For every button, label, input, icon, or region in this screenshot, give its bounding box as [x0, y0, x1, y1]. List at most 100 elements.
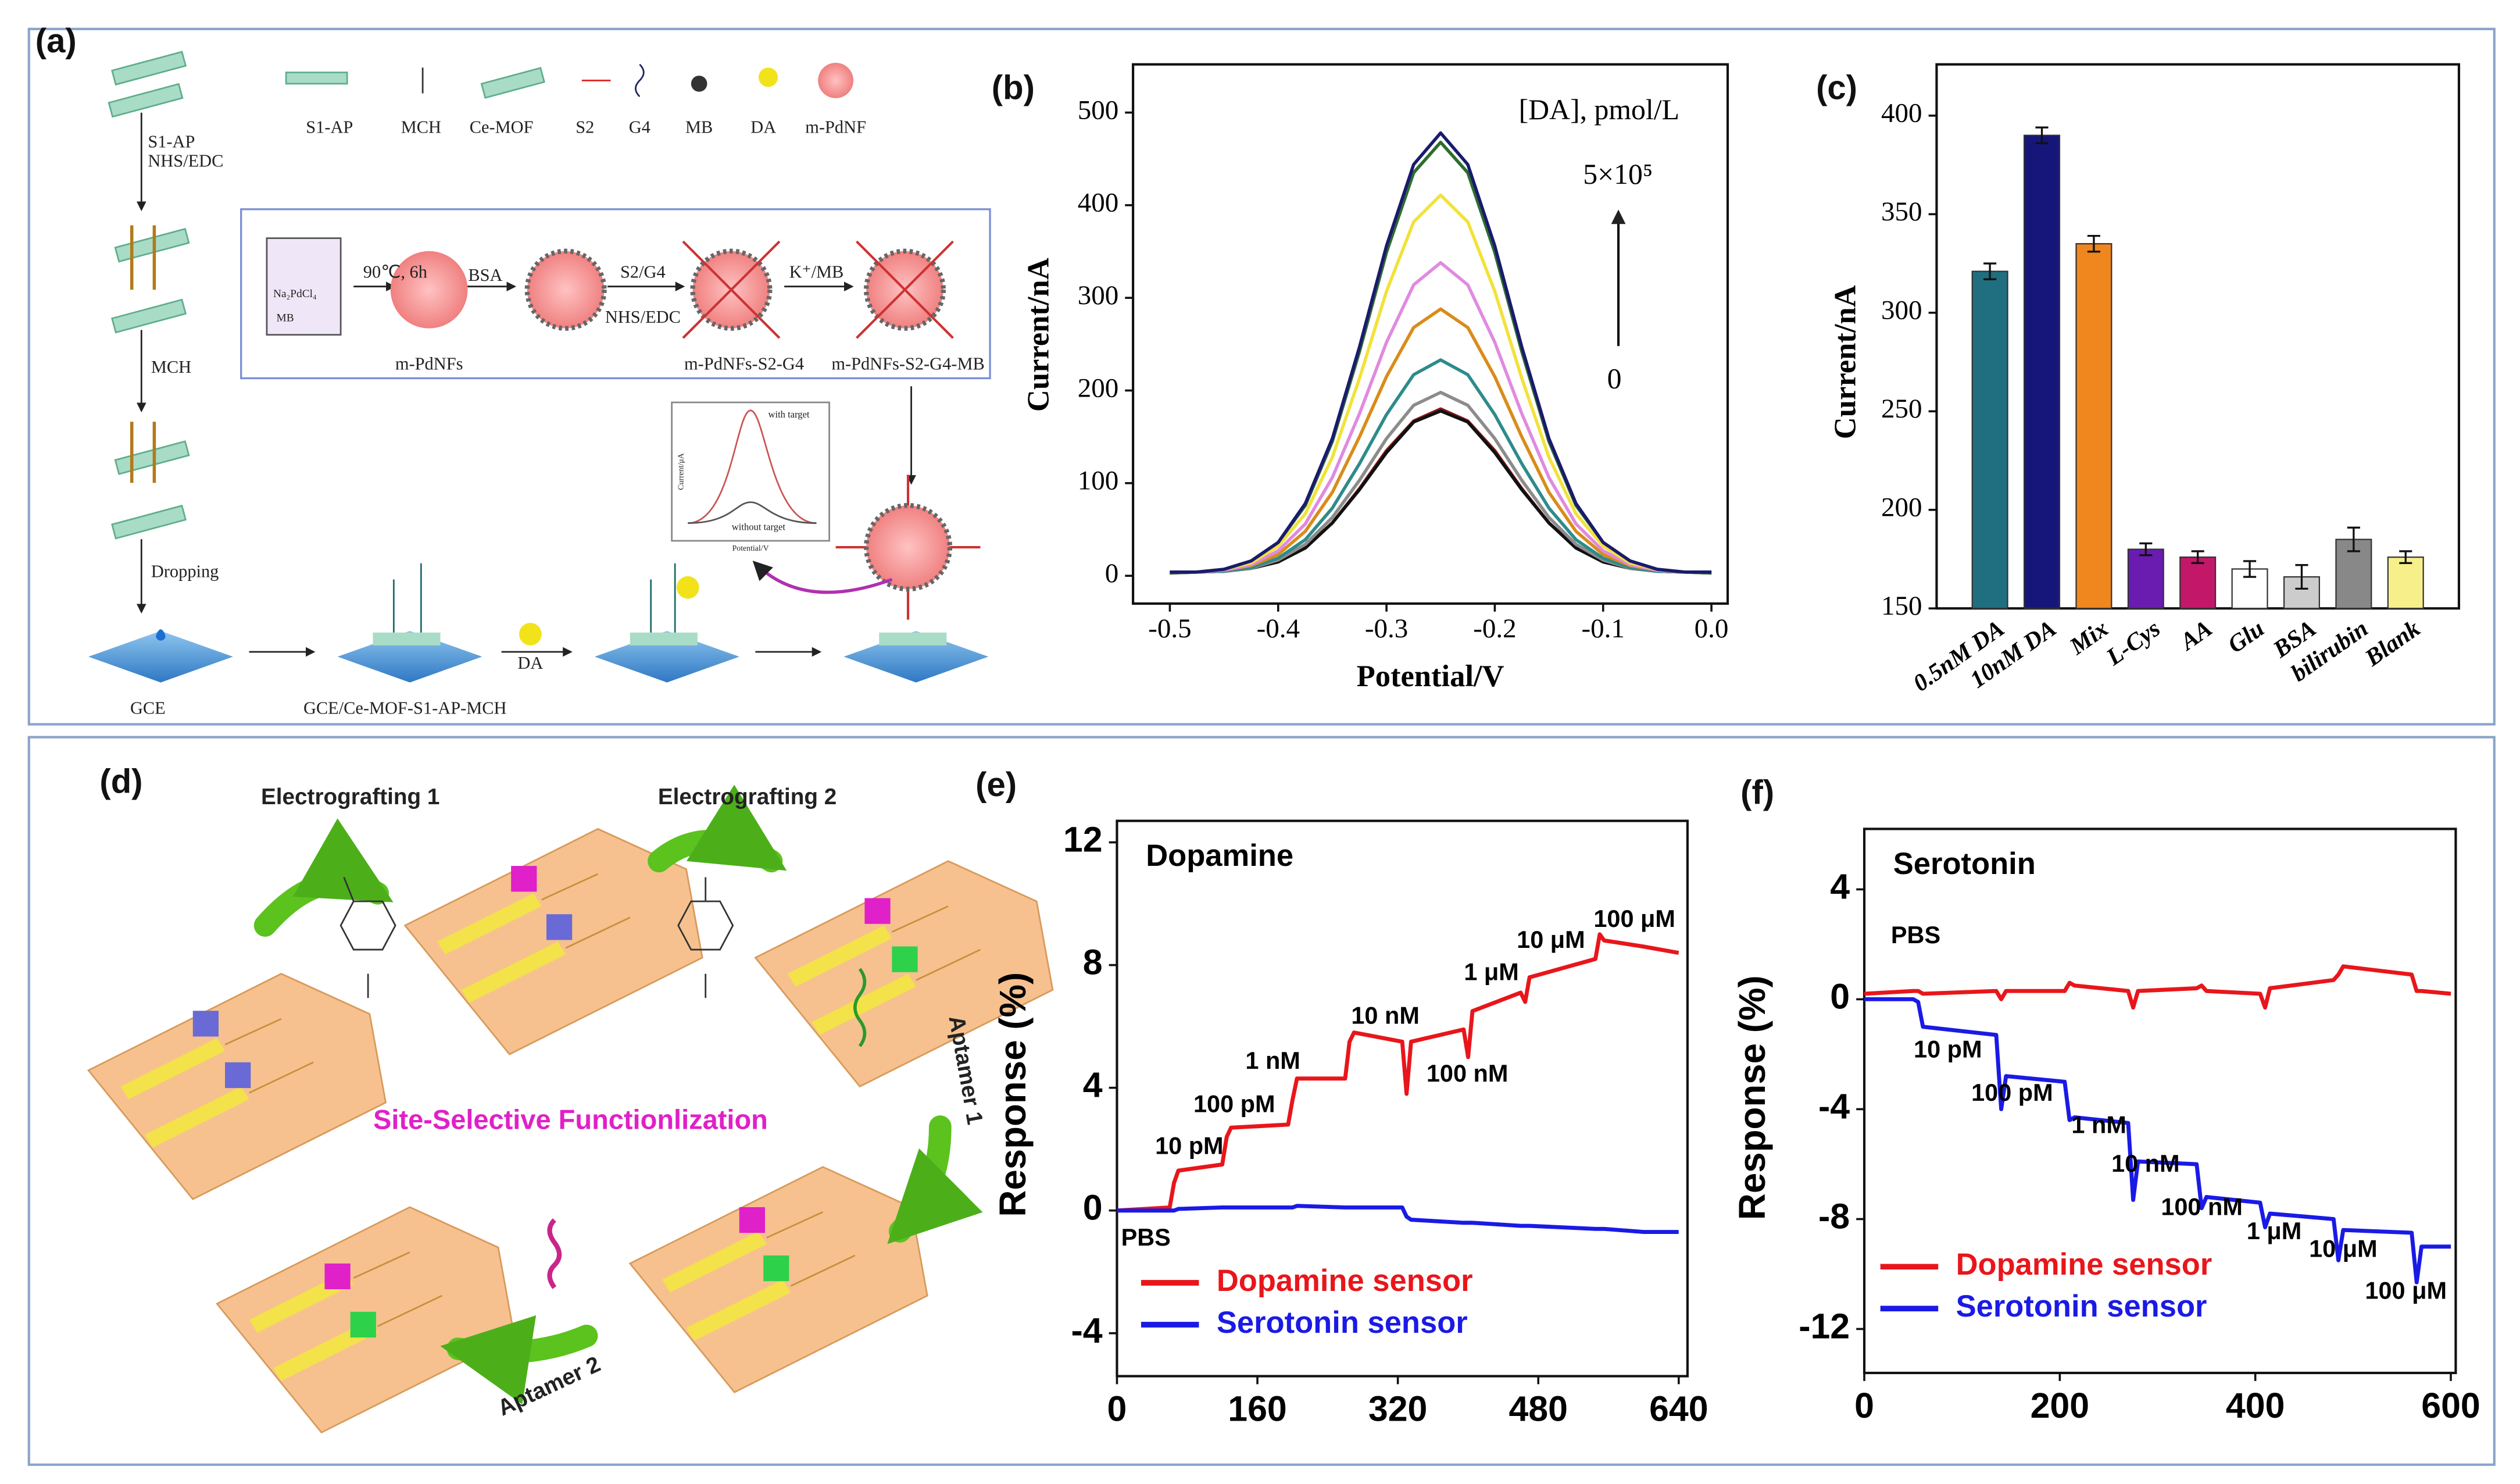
y-tick-label: -4 [1071, 1311, 1102, 1350]
step-label: DA [517, 653, 543, 673]
y-tick-label: 4 [1830, 866, 1850, 906]
x-tick-label: 640 [1649, 1389, 1708, 1429]
y-tick-label: 100 [1078, 466, 1118, 496]
x-tick-label: -0.3 [1365, 613, 1408, 644]
bar [2075, 243, 2112, 609]
y-tick-label: 150 [1881, 591, 1922, 621]
y-tick-label: -4 [1818, 1086, 1850, 1126]
legend-label: S2 [576, 117, 594, 137]
panel-frame [27, 736, 2496, 1466]
bar [1971, 270, 2008, 609]
x-tick-label: Blank [2360, 615, 2425, 672]
annotation: 0 [1607, 362, 1622, 394]
y-tick-label: 4 [1083, 1065, 1103, 1105]
x-tick-label: AA [2174, 615, 2217, 656]
legend-label: MCH [401, 117, 441, 137]
step-label: NHS/EDC [605, 307, 681, 327]
data-line [1864, 997, 2451, 1285]
data-line [1170, 391, 1712, 575]
data-line [1117, 932, 1679, 1213]
beaker-label: Na₂PdCl₄ [273, 288, 317, 300]
plot-frame [1935, 63, 2461, 610]
x-tick-label: 0 [1107, 1389, 1127, 1429]
data-line [1170, 131, 1712, 574]
plot-frame [1863, 827, 2457, 1375]
panel-label: (b) [992, 69, 1035, 106]
inset-label: Current/μA [676, 453, 685, 490]
bar [2127, 548, 2164, 609]
step-label: Dropping [151, 561, 219, 581]
step-label: S1-AP [148, 131, 195, 151]
x-tick-label: 0 [1854, 1386, 1874, 1425]
inset-label: with target [768, 409, 810, 420]
x-tick-label: 600 [2421, 1386, 2480, 1425]
data-line [1170, 407, 1712, 575]
annotation: 10 μM [1517, 926, 1585, 953]
legend-label: MB [685, 117, 713, 137]
step-label: NHS/EDC [148, 151, 223, 171]
schematic-d: Electrografting 1 Electrografting 2 Apta… [87, 784, 1054, 1433]
x-tick-label: Glu [2223, 615, 2269, 658]
center-label: Site-Selective Functionlization [373, 1104, 768, 1135]
step-label: MCH [151, 357, 191, 377]
y-axis-label: Current/nA [1828, 285, 1862, 439]
annotation: 100 pM [1971, 1079, 2053, 1106]
step-label: Electrografting 2 [658, 784, 837, 809]
annotation: 1 μM [2247, 1217, 2301, 1244]
legend-label: m-PdNF [805, 117, 866, 137]
panel-label: (e) [975, 766, 1017, 804]
legend-label: DA [750, 117, 776, 137]
step-label: 90℃, 6h [363, 262, 427, 282]
y-tick-label: 500 [1078, 95, 1118, 125]
step-label: BSA [468, 265, 502, 285]
legend-label: Ce-MOF [470, 117, 534, 137]
annotation: 10 nM [2111, 1150, 2180, 1177]
x-tick-label: 400 [2226, 1386, 2285, 1425]
annotation: 100 pM [1193, 1090, 1275, 1117]
y-tick-label: 0 [1105, 558, 1119, 588]
data-line [1170, 307, 1712, 575]
annotation: 10 pM [1914, 1035, 1982, 1062]
data-line [1170, 261, 1712, 575]
data-line [1864, 964, 2451, 1010]
annotation: [DA], pmol/L [1519, 94, 1679, 126]
x-tick-label: 200 [2031, 1386, 2089, 1425]
annotation: 10 μM [2309, 1235, 2378, 1262]
data-line [1170, 409, 1712, 575]
x-tick-label: -0.2 [1473, 613, 1516, 644]
legend-label: G4 [629, 117, 650, 137]
x-tick-label: -0.5 [1148, 613, 1191, 644]
product-label: m-PdNFs [395, 354, 463, 373]
bar [2023, 134, 2061, 609]
x-tick-label: 160 [1228, 1389, 1286, 1429]
annotation: 10 nM [1351, 1001, 1420, 1029]
y-tick-label: 250 [1881, 394, 1922, 424]
panel-frame [27, 27, 2496, 726]
panel-label: (f) [1740, 774, 1774, 812]
y-tick-label: 200 [1881, 493, 1922, 523]
x-tick-label: 0.0 [1695, 613, 1729, 644]
x-tick-label: -0.4 [1257, 613, 1300, 644]
y-tick-label: -12 [1799, 1306, 1850, 1346]
bar [2387, 556, 2424, 609]
annotation: PBS [1891, 921, 1940, 948]
y-tick-label: 400 [1078, 188, 1118, 218]
product-label: m-PdNFs-S2-G4-MB [831, 354, 984, 373]
y-tick-label: 200 [1078, 373, 1118, 403]
chart: -12 -8 -4 0 4 0 200 400 600 Response (%) Serotonin… [1732, 827, 2480, 1425]
y-tick-label: 350 [1881, 197, 1922, 227]
plot-frame [1116, 819, 1689, 1378]
panel-label: (d) [99, 762, 142, 800]
inset-label: without target [732, 522, 786, 533]
y-tick-label: 400 [1881, 98, 1922, 129]
y-tick-label: 8 [1083, 943, 1103, 982]
y-axis-label: Response (%) [992, 972, 1034, 1217]
step-label: Electrografting 1 [261, 784, 439, 809]
annotation: PBS [1121, 1223, 1171, 1251]
annotation: 1 nM [2071, 1111, 2126, 1138]
schematic-a: S1-AP MCH Ce-MOF S2 G4 MB DA m-PdNF S1-A… [88, 51, 991, 718]
step-label: Aptamer 1 [943, 1014, 987, 1126]
x-tick-label: 480 [1509, 1389, 1567, 1429]
y-axis-label: Response (%) [1732, 975, 1773, 1220]
